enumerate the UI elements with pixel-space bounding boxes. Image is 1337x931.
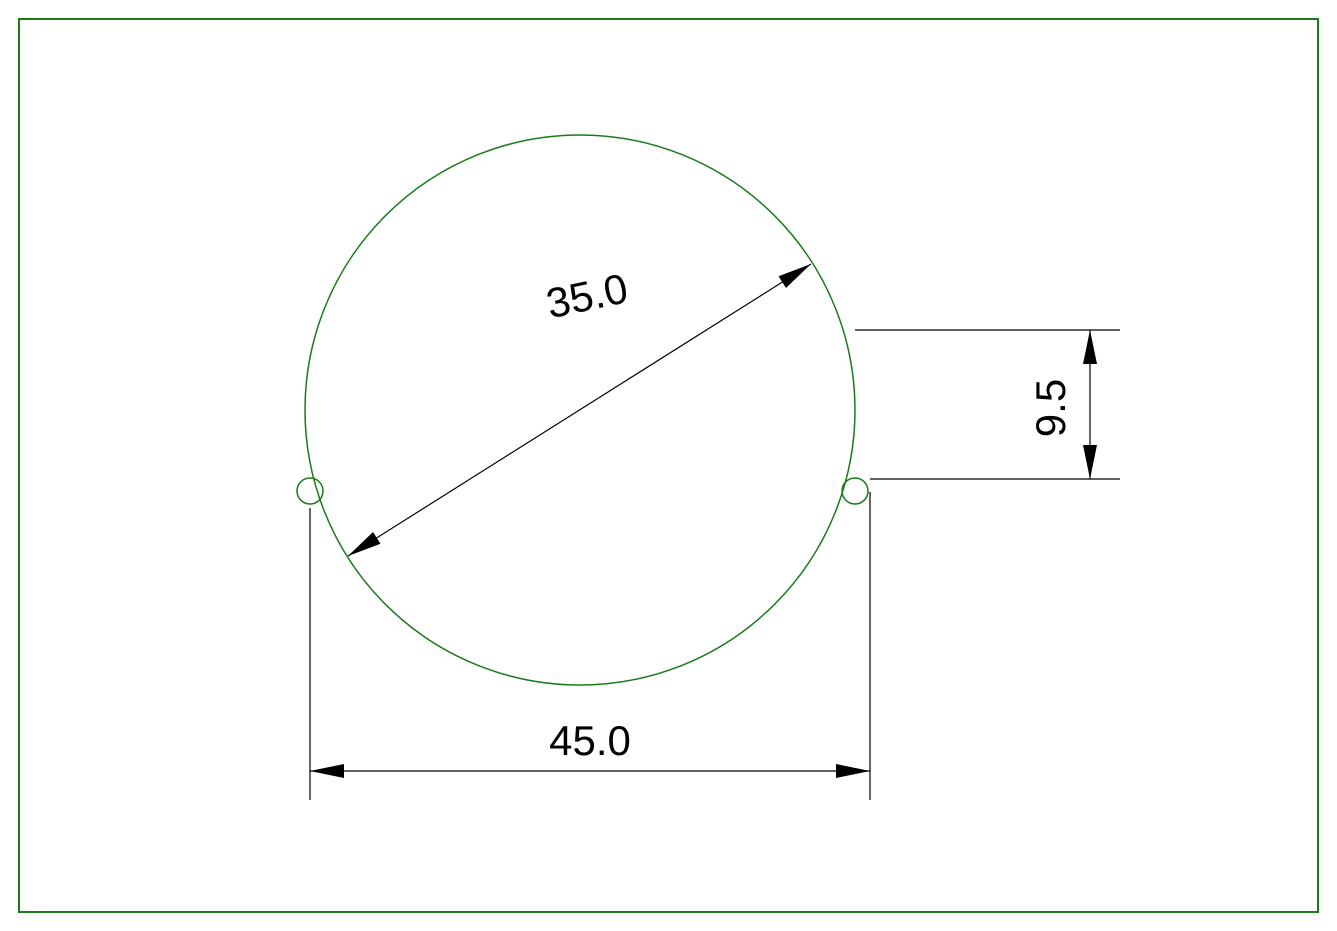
dim-text-95: 9.5: [1027, 379, 1074, 437]
canvas-bg: [0, 0, 1337, 931]
dim-text-45: 45.0: [549, 717, 631, 764]
engineering-drawing: 35.09.545.0: [0, 0, 1337, 931]
